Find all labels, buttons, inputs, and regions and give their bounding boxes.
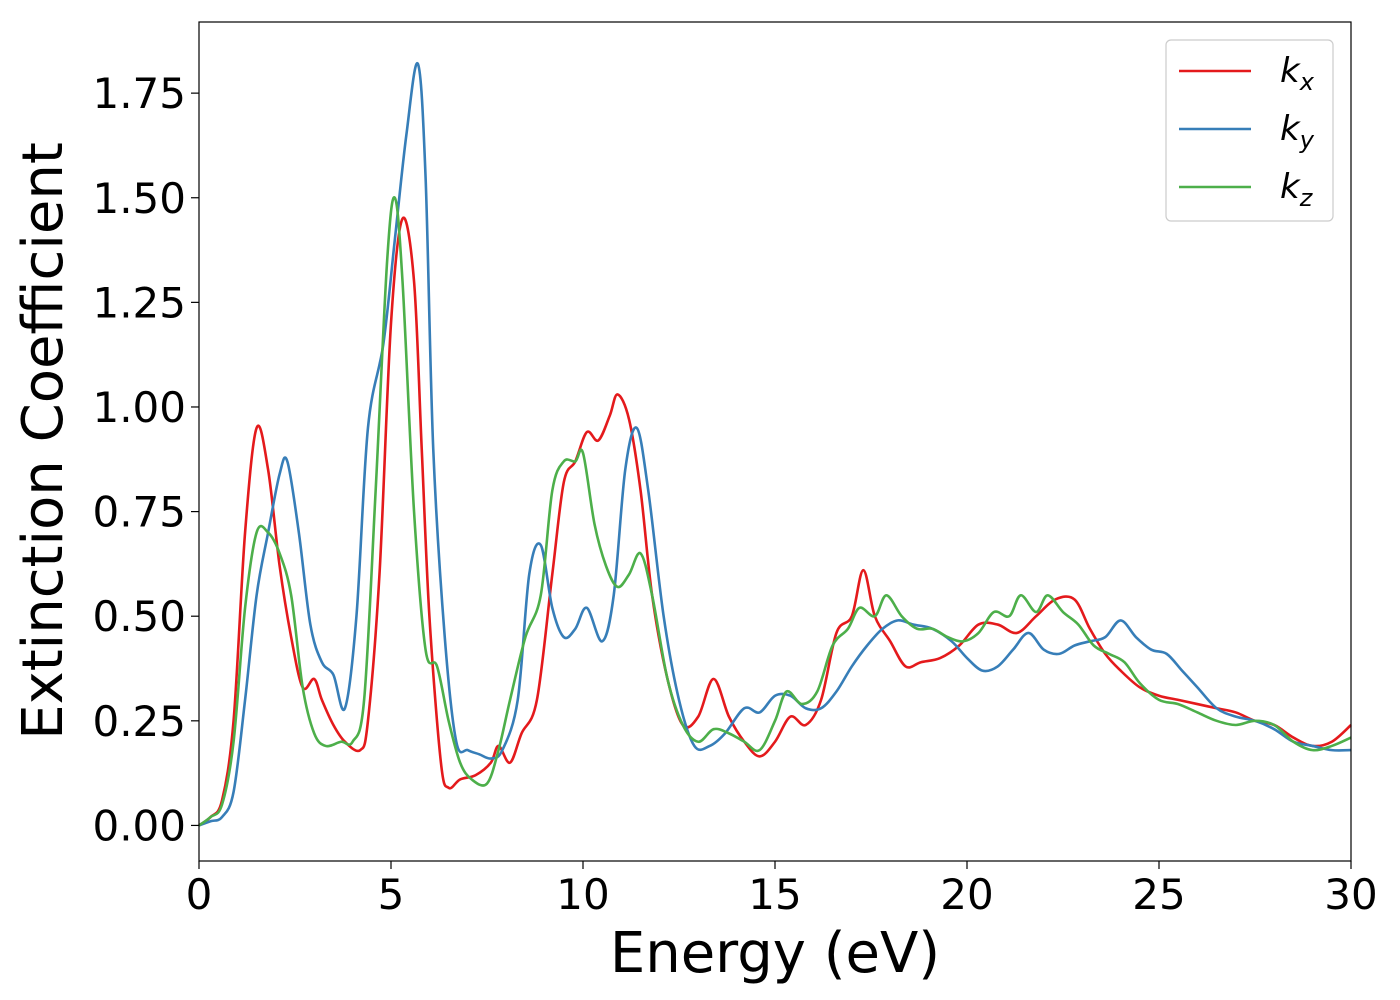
y-tick-label: 0.25: [92, 697, 186, 746]
x-axis-ticks: 0 5 10 15 20 25 30: [186, 861, 1378, 919]
legend-box: [1165, 39, 1334, 222]
legend: kx ky kz: [1165, 39, 1334, 222]
y-tick-label: 1.25: [92, 278, 186, 327]
x-tick-label: 20: [940, 870, 993, 919]
series-layer: [198, 62, 1352, 827]
legend-label-kx: kx: [1280, 51, 1315, 96]
x-tick-label: 25: [1132, 870, 1185, 919]
y-tick-label: 1.00: [92, 383, 186, 432]
y-tick-label: 1.75: [92, 69, 186, 118]
y-axis-ticks: 0.00 0.25 0.50 0.75 1.00 1.25 1.50 1.75: [92, 69, 199, 850]
x-tick-label: 0: [186, 870, 213, 919]
x-tick-label: 5: [378, 870, 405, 919]
x-axis-label: Energy (eV): [610, 921, 940, 986]
series-line-kz: [198, 196, 1352, 827]
x-tick-label: 30: [1324, 870, 1377, 919]
x-tick-label: 10: [556, 870, 609, 919]
legend-label-ky: ky: [1280, 109, 1315, 154]
y-tick-label: 0.50: [92, 592, 186, 641]
y-tick-label: 0.00: [92, 801, 186, 850]
x-tick-label: 15: [748, 870, 801, 919]
y-axis-label: Extinction Coefficient: [11, 142, 76, 740]
y-tick-label: 0.75: [92, 488, 186, 537]
legend-label-kz: kz: [1280, 167, 1314, 212]
y-tick-label: 1.50: [92, 174, 186, 223]
plot-frame: [198, 21, 1352, 862]
series-line-ky: [198, 62, 1352, 827]
